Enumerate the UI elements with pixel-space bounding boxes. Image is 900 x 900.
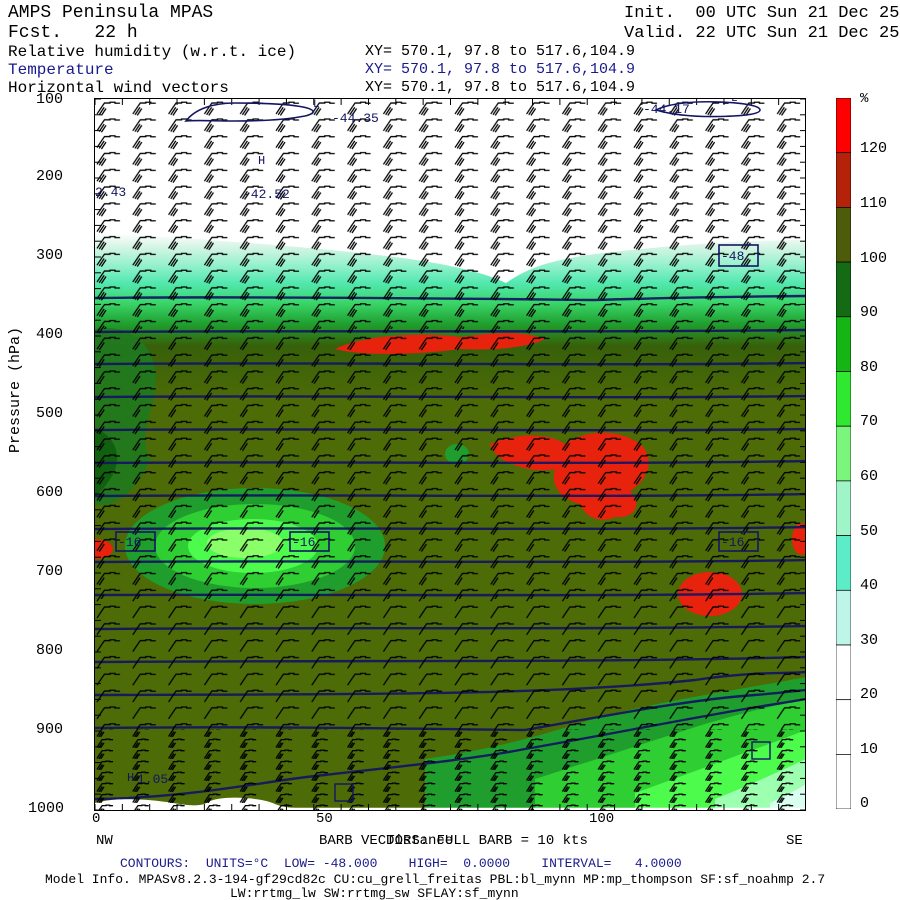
- svg-text:2.43: 2.43: [95, 185, 126, 200]
- svg-text:-48: -48: [721, 249, 744, 264]
- svg-text:1.05: 1.05: [137, 772, 168, 787]
- svg-text:-42.52: -42.52: [243, 187, 290, 202]
- svg-text:-16: -16: [721, 535, 744, 550]
- svg-text:-44.17: -44.17: [643, 102, 690, 117]
- svg-text:-16: -16: [292, 535, 315, 550]
- svg-text:L: L: [313, 99, 320, 111]
- svg-text:H: H: [127, 771, 134, 785]
- svg-text:L: L: [731, 99, 738, 105]
- svg-text:H: H: [258, 154, 265, 168]
- svg-text:-16: -16: [118, 535, 141, 550]
- svg-text:-44.35: -44.35: [332, 111, 379, 126]
